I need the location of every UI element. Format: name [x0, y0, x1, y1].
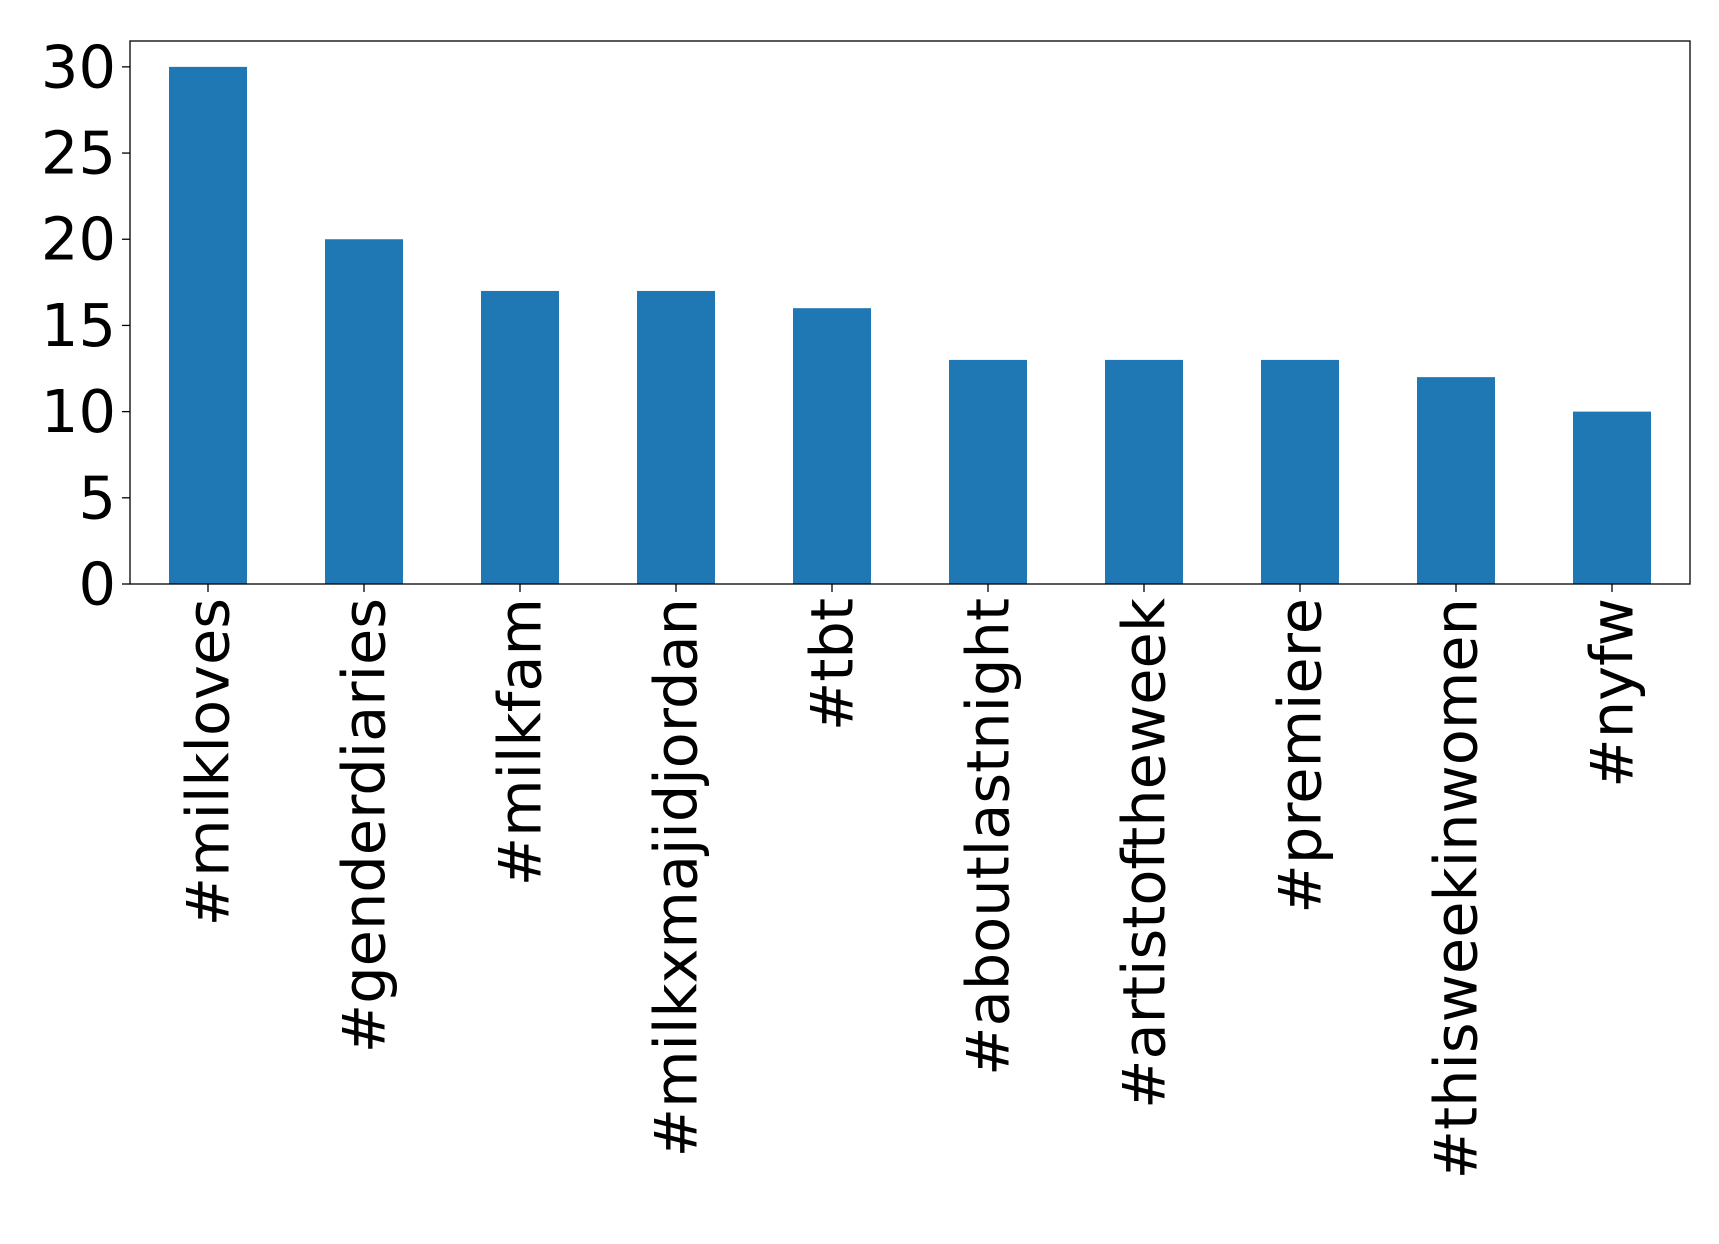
plot-frame [129, 40, 1691, 585]
x-tick-label: #artistoftheweek [1110, 598, 1179, 1109]
x-tick-label: #thisweekinwomen [1422, 598, 1491, 1179]
x-tick-label: #milkloves [174, 598, 243, 926]
x-tick-label: #aboutlastnight [954, 598, 1023, 1076]
y-tick-label: 15 [41, 291, 116, 360]
bar-thisweekinwomen [1417, 377, 1495, 584]
bar-milkloves [169, 66, 247, 585]
y-tick-label: 25 [41, 119, 116, 188]
bar-milkfam [481, 290, 559, 584]
y-tick-label: 30 [41, 32, 116, 101]
y-axis: 0 5 10 15 20 25 30 [41, 32, 130, 619]
y-tick-label: 10 [41, 377, 116, 446]
bar-milkxmajidjordan [637, 290, 715, 584]
x-tick-label: #genderdiaries [330, 598, 399, 1053]
bar-tbt [793, 308, 871, 584]
bar-genderdiaries [325, 239, 403, 585]
bars-layer [169, 66, 1651, 585]
bar-artistoftheweek [1105, 359, 1183, 584]
x-axis: #milkloves #genderdiaries #milkfam #milkxma… [174, 584, 1647, 1179]
x-tick-label: #nyfw [1578, 598, 1647, 788]
x-tick-label: #milkfam [486, 598, 555, 886]
bar-aboutlastnight [949, 359, 1027, 584]
x-tick-label: #premiere [1266, 598, 1335, 914]
y-tick-label: 5 [78, 463, 116, 532]
x-tick-label: #tbt [798, 598, 867, 731]
bar-nyfw [1573, 411, 1651, 584]
x-tick-label: #milkxmajidjordan [642, 598, 711, 1157]
bar-premiere [1261, 359, 1339, 584]
y-tick-label: 20 [41, 205, 116, 274]
y-tick-label: 0 [78, 550, 116, 619]
